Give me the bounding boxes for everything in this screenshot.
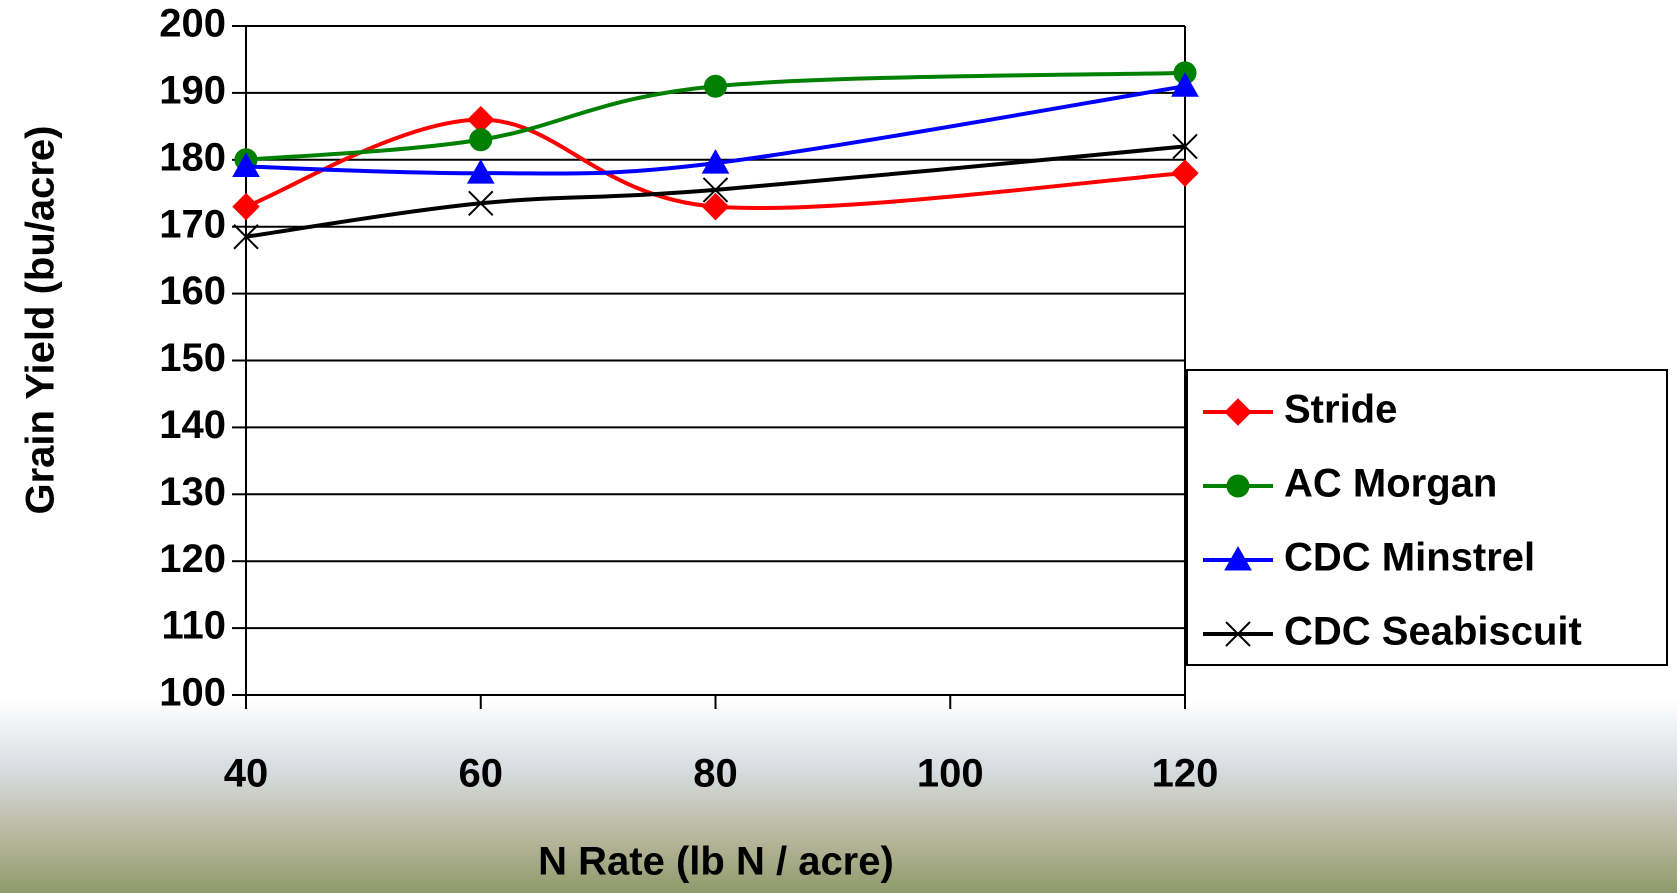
y-tick-label: 180	[159, 135, 226, 179]
y-tick-label: 140	[159, 403, 226, 447]
legend-label: CDC Minstrel	[1284, 536, 1535, 580]
marker	[468, 190, 494, 216]
y-tick-label: 120	[159, 537, 226, 581]
marker	[1224, 398, 1252, 426]
x-tick-label: 80	[693, 752, 738, 796]
series-line	[245, 84, 1186, 176]
marker	[232, 192, 260, 221]
marker	[466, 159, 495, 184]
y-tick-label: 150	[159, 336, 226, 380]
y-axis-title: Grain Yield (bu/acre)	[19, 125, 63, 514]
plot: 100 110 120 130 140 150 160 170 180 190 200 40 60 80 1…	[159, 2, 1218, 796]
legend-label: CDC Seabiscuit	[1284, 610, 1582, 654]
marker	[233, 224, 259, 250]
marker	[1224, 545, 1252, 571]
y-tick-label: 160	[159, 269, 226, 313]
marker	[1226, 474, 1250, 498]
legend: Stride AC Morgan CDC Minstrel CDC Seabiscui…	[1186, 369, 1668, 666]
y-tick-label: 200	[159, 2, 226, 46]
x-tick-label: 120	[1152, 752, 1219, 796]
y-tick-label: 110	[161, 604, 226, 648]
marker	[1172, 133, 1198, 160]
marker	[1225, 621, 1251, 647]
marker	[232, 152, 260, 177]
marker	[701, 192, 730, 221]
legend-label: AC Morgan	[1284, 462, 1497, 506]
y-tick-label: 190	[159, 68, 226, 112]
x-tick-label: 100	[917, 752, 984, 796]
marker	[1171, 72, 1199, 97]
y-tick-label: 100	[159, 671, 226, 715]
marker	[701, 149, 730, 174]
marker	[469, 128, 493, 152]
x-tick-label: 40	[224, 752, 269, 796]
legend-box	[1186, 369, 1668, 666]
y-tick-label: 130	[159, 470, 226, 514]
marker	[704, 74, 727, 98]
marker	[1171, 159, 1199, 187]
y-tick-label: 170	[159, 202, 226, 246]
x-axis-title: N Rate (lb N / acre)	[538, 840, 894, 884]
marker	[702, 177, 729, 203]
legend-label: Stride	[1284, 388, 1397, 432]
series-line	[245, 144, 1186, 239]
series-line	[245, 70, 1186, 162]
x-tick-label: 60	[459, 752, 504, 796]
background-landscape	[0, 700, 1677, 893]
